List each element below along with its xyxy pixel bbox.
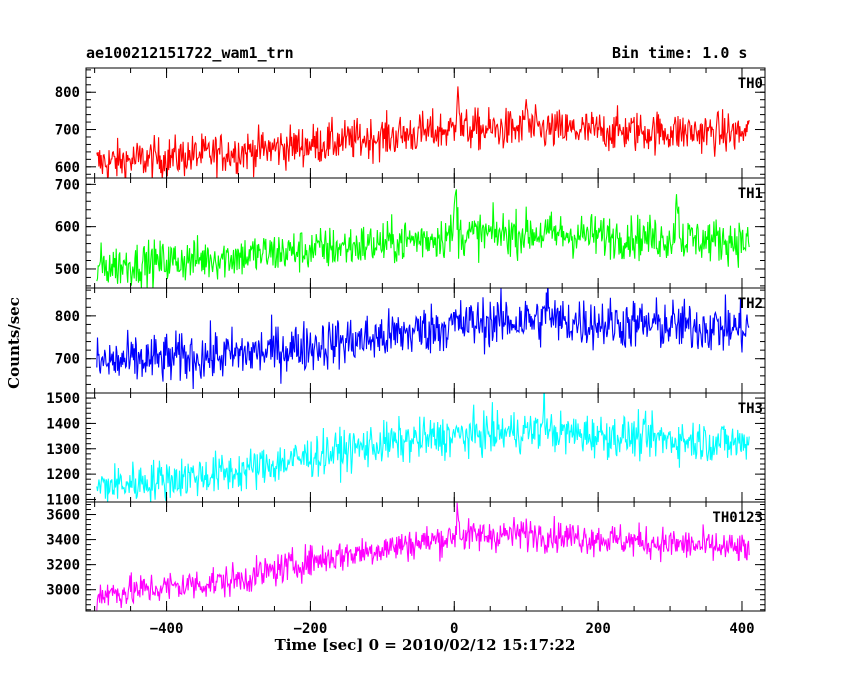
- series-line-th1: [96, 189, 750, 288]
- x-tick-label: 200: [585, 621, 610, 637]
- y-tick-label: 3000: [46, 583, 80, 599]
- y-tick-label: 500: [55, 262, 80, 278]
- x-axis-label: Time [sec] 0 = 2010/02/12 15:17:22: [274, 636, 576, 654]
- y-tick-label: 700: [55, 123, 80, 139]
- y-tick-label: 3200: [46, 558, 80, 574]
- panel-th0: 600 700 800 TH0: [55, 67, 766, 179]
- y-tick-label: 1400: [46, 416, 80, 432]
- series-line-th3: [96, 393, 750, 502]
- panel-th2: 700 800 TH2: [55, 287, 766, 394]
- panel-th3: 1100 1200 1300 1400 1500 TH3: [46, 391, 766, 508]
- y-tick-label: 1100: [46, 492, 80, 508]
- series-label-th0123: TH0123: [712, 510, 763, 526]
- y-tick-label: 600: [55, 160, 80, 176]
- x-tick-label: −400: [150, 621, 184, 637]
- series-label-th0: TH0: [738, 76, 763, 92]
- bin-time-label: Bin time: 1.0 s: [612, 44, 748, 62]
- y-tick-label: 1500: [46, 391, 80, 407]
- y-tick-label: 3600: [46, 508, 80, 524]
- series-label-th1: TH1: [738, 186, 763, 202]
- series-line-th0: [96, 86, 750, 178]
- x-tick-label: 400: [729, 621, 754, 637]
- panel-th1: 500 600 700 TH1: [55, 177, 766, 289]
- series-label-th3: TH3: [738, 401, 763, 417]
- x-tick-label: 0: [450, 621, 458, 637]
- y-tick-label: 600: [55, 220, 80, 236]
- y-tick-label: 700: [55, 177, 80, 193]
- y-tick-label: 800: [55, 85, 80, 101]
- y-tick-label: 1300: [46, 442, 80, 458]
- y-tick-label: 700: [55, 352, 80, 368]
- series-line-th0123: [96, 502, 750, 611]
- y-tick-label: 1200: [46, 467, 80, 483]
- panel-frame: [85, 177, 766, 289]
- series-line-th2: [96, 288, 750, 390]
- y-axis-label: Counts/sec: [5, 297, 23, 389]
- panel-frame: [85, 501, 766, 612]
- panel-th0123: 3000 3200 3400 3600 TH0123: [46, 501, 766, 612]
- y-tick-label: 800: [55, 309, 80, 325]
- y-tick-label: 3400: [46, 533, 80, 549]
- series-label-th2: TH2: [738, 296, 763, 312]
- x-tick-label: −200: [294, 621, 328, 637]
- plot-title: ae100212151722_wam1_trn: [86, 44, 294, 62]
